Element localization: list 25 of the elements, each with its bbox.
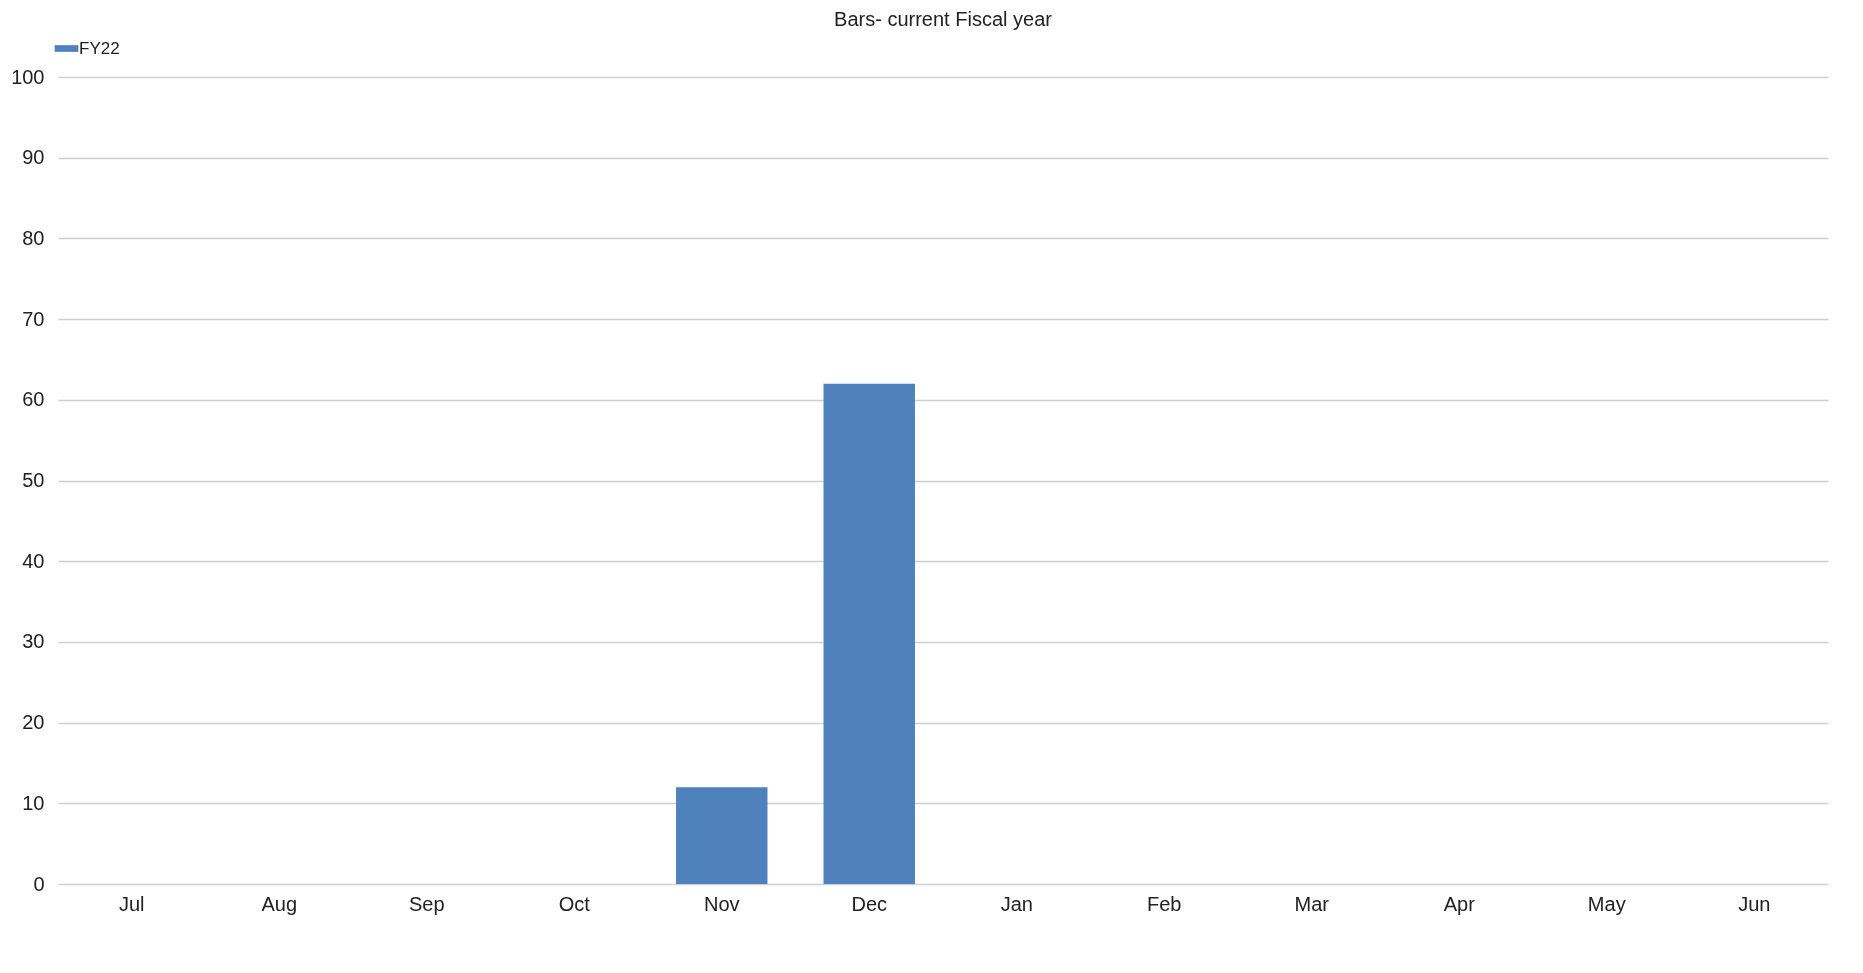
x-tick-label: May [1587,892,1626,915]
y-tick-label: 60 [22,388,45,411]
chart-title: Bars- current Fiscal year [834,8,1053,30]
y-tick-label: 100 [11,65,45,88]
x-tick-label: Feb [1147,892,1182,915]
y-tick-label: 10 [22,791,45,814]
x-tick-label: Aug [261,892,298,915]
y-tick-label: 70 [22,307,45,330]
x-tick-label: Jun [1738,892,1771,915]
legend-label: FY22 [79,38,120,58]
x-tick-label: Mar [1294,892,1330,915]
x-tick-label: Apr [1443,892,1476,915]
y-tick-label: 80 [22,226,45,249]
x-tick-label: Jul [118,892,145,915]
x-tick-label: Sep [408,892,445,915]
y-tick-label: 40 [22,549,45,572]
y-tick-label: 50 [22,469,45,491]
x-tick-label: Nov [703,892,740,915]
x-tick-label: Dec [851,892,888,915]
y-tick-label: 90 [22,146,45,169]
x-tick-label: Jan [1000,892,1033,915]
y-tick-label: 30 [22,630,45,653]
y-tick-label: 0 [33,872,45,895]
y-tick-label: 20 [22,711,45,734]
x-tick-label: Oct [558,892,591,915]
